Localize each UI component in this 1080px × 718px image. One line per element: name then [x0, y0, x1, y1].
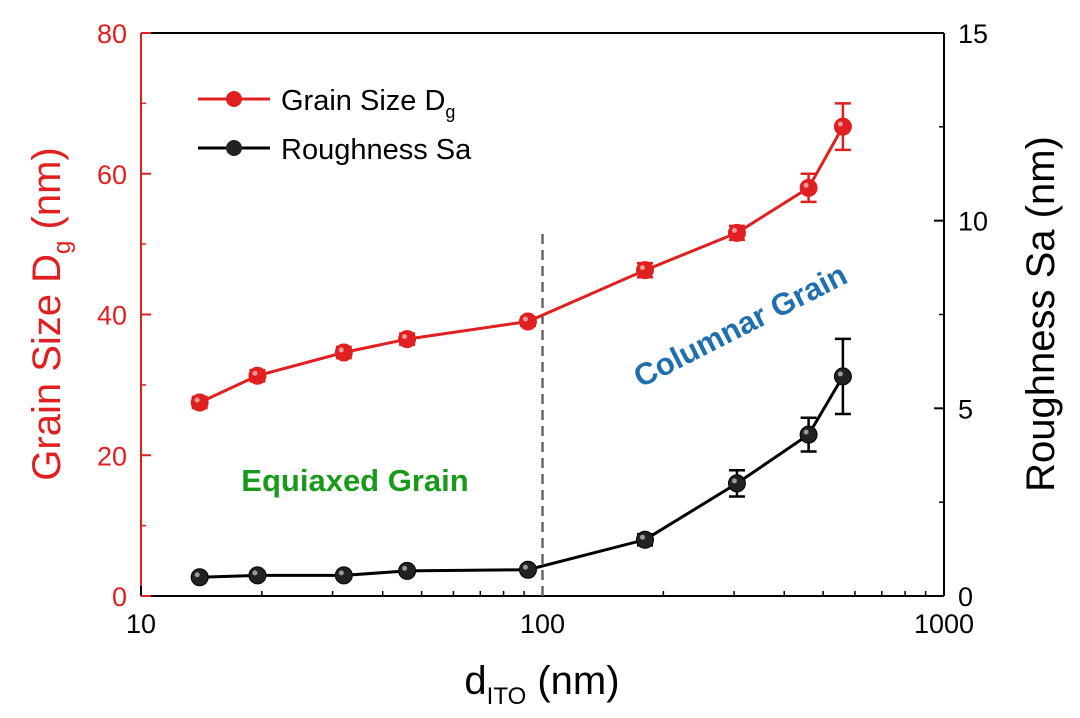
data-point-highlight — [252, 570, 258, 576]
data-point-grain-size — [334, 343, 353, 362]
data-point-highlight — [803, 429, 809, 435]
right-y-tick-label: 10 — [958, 207, 988, 237]
data-point-highlight — [731, 227, 737, 233]
data-point-highlight — [194, 397, 200, 403]
data-point-grain-size — [833, 117, 852, 136]
data-point-highlight — [837, 121, 843, 127]
series-grain-size — [190, 102, 852, 412]
data-point-grain-size — [248, 366, 267, 385]
data-point-highlight — [522, 564, 528, 570]
right-y-tick-label: 0 — [958, 582, 973, 612]
data-point-highlight — [402, 565, 408, 571]
data-point-highlight — [338, 347, 344, 353]
data-point-highlight — [522, 316, 528, 322]
data-point-highlight — [194, 572, 200, 578]
data-point-roughness — [190, 568, 209, 587]
right-y-tick-label: 5 — [958, 394, 973, 424]
data-point-roughness — [334, 566, 353, 585]
series-line-grain-size — [199, 125, 845, 404]
left-y-tick-label: 40 — [97, 301, 127, 331]
right-y-tick-label: 15 — [958, 19, 988, 49]
legend-marker-grain-size — [226, 91, 242, 107]
data-point-grain-size — [518, 312, 537, 331]
data-point-roughness — [248, 566, 267, 585]
legend: Grain Size Dg Roughness Sa — [198, 85, 472, 166]
data-point-grain-size — [190, 393, 209, 412]
annotation-columnar-grain: Columnar Grain — [628, 257, 853, 395]
data-point-roughness — [833, 367, 852, 386]
x-axis-ticks: 10 100 1000 — [126, 586, 974, 639]
data-point-highlight — [731, 478, 737, 484]
left-y-tick-label: 60 — [97, 160, 127, 190]
data-point-roughness — [398, 561, 417, 580]
data-point-highlight — [803, 182, 809, 188]
right-y-axis-title: Roughness Sa (nm) — [1019, 136, 1063, 492]
data-point-roughness — [635, 530, 654, 549]
left-y-tick-label: 0 — [112, 582, 127, 612]
annotation-equiaxed-grain: Equiaxed Grain — [241, 463, 468, 498]
x-tick-label: 100 — [520, 609, 565, 639]
data-point-grain-size — [799, 178, 818, 197]
data-point-grain-size — [635, 261, 654, 280]
series-group — [190, 102, 852, 587]
data-point-roughness — [799, 425, 818, 444]
data-point-roughness — [518, 560, 537, 579]
data-point-highlight — [402, 334, 408, 340]
data-point-highlight — [837, 371, 843, 377]
data-point-highlight — [639, 534, 645, 540]
series-roughness — [190, 337, 852, 587]
data-point-roughness — [727, 474, 746, 493]
legend-item-roughness: Roughness Sa — [198, 134, 472, 166]
x-axis-title: dITO (nm) — [464, 659, 619, 710]
legend-marker-roughness — [226, 140, 242, 156]
left-y-axis-title: Grain Size Dg (nm) — [25, 147, 76, 480]
legend-label-grain-size: Grain Size Dg — [281, 85, 455, 122]
data-point-grain-size — [727, 223, 746, 242]
data-point-highlight — [338, 570, 344, 576]
left-y-tick-label: 80 — [97, 19, 127, 49]
x-tick-label: 1000 — [914, 609, 974, 639]
data-point-highlight — [252, 370, 258, 376]
legend-item-grain-size: Grain Size Dg — [198, 85, 455, 122]
right-y-axis-ticks: 0 5 10 15 — [934, 19, 988, 612]
data-point-grain-size — [398, 330, 417, 349]
left-y-tick-label: 20 — [97, 441, 127, 471]
left-y-axis-ticks: 0 20 40 60 80 — [97, 19, 151, 612]
data-point-highlight — [639, 265, 645, 271]
x-tick-label: 10 — [126, 609, 156, 639]
legend-label-roughness: Roughness Sa — [281, 134, 472, 166]
